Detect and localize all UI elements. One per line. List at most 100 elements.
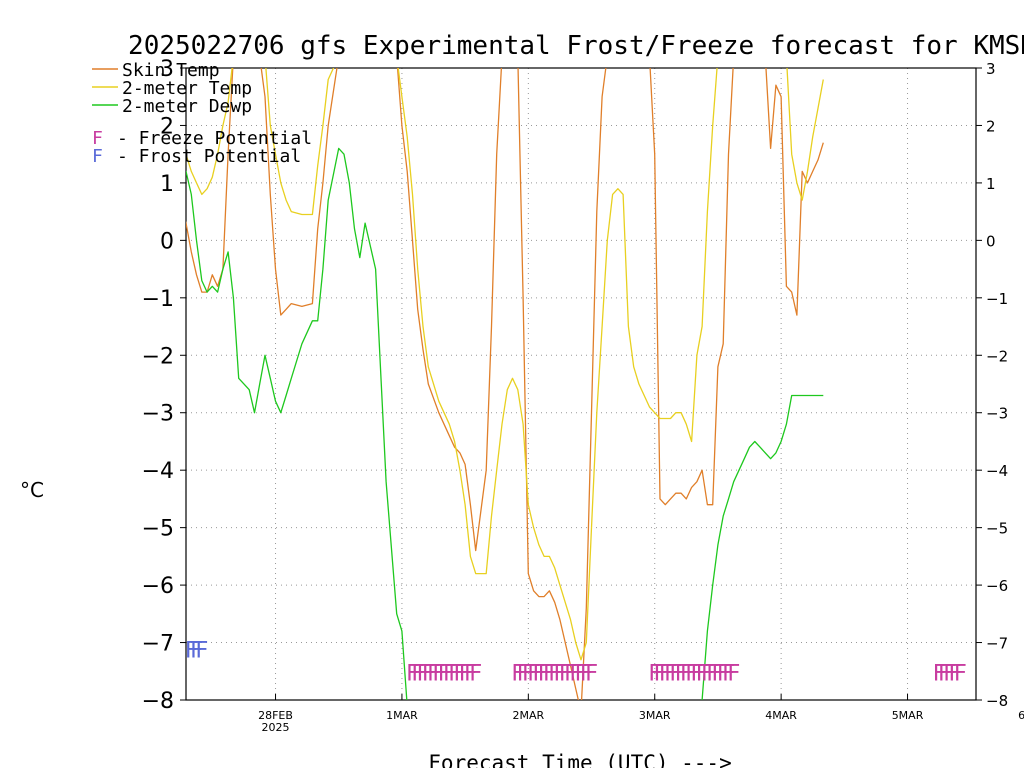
marker-f-4-3: F	[948, 661, 961, 686]
plot-frame	[185, 67, 977, 701]
marker-f-3-13: F	[717, 661, 730, 686]
y-tick-label-left-7: −1	[142, 287, 174, 312]
marker-f-3-6: F	[680, 661, 693, 686]
legend-frost-symbol: F	[92, 146, 103, 167]
marker-f-4-1: F	[938, 661, 951, 686]
marker-f-3-2: F	[659, 661, 672, 686]
marker-f-0-2: F	[195, 638, 208, 663]
marker-f-2-6: F	[543, 661, 556, 686]
marker-f-1-9: F	[453, 661, 466, 686]
y-tick-label-left-9: 1	[160, 172, 174, 197]
marker-f-2-5: F	[538, 661, 551, 686]
y-tick-label-right-9: 1	[986, 175, 996, 193]
y-tick-label-left-1: −7	[142, 632, 174, 657]
y-tick-label-right-6: −2	[986, 347, 1008, 365]
marker-f-3-10: F	[701, 661, 714, 686]
marker-f-1-4: F	[427, 661, 440, 686]
series-line-skin-temp	[186, 68, 824, 700]
marker-f-2-10: F	[564, 661, 577, 686]
y-tick-label-left-3: −5	[142, 517, 174, 542]
x-tick-label-5: 5MAR	[892, 709, 924, 722]
series-lines	[186, 68, 824, 700]
marker-f-1-7: F	[443, 661, 456, 686]
marker-f-3-3: F	[664, 661, 677, 686]
series-line-2-meter-temp	[186, 68, 824, 661]
marker-f-1-3: F	[422, 661, 435, 686]
x-tick-sublabel-0: 2025	[262, 721, 290, 734]
marker-f-1-8: F	[448, 661, 461, 686]
y-tick-label-right-8: 0	[986, 232, 996, 250]
marker-f-3-9: F	[696, 661, 709, 686]
x-axis-label: Forecast Time (UTC) --->	[428, 751, 731, 768]
marker-f-3-8: F	[690, 661, 703, 686]
marker-f-2-12: F	[574, 661, 587, 686]
y-axis-right: −8 −7 −6 −5 −4 −3 −2 −1 0 1 2 3	[976, 60, 1008, 710]
marker-f-2-14: F	[585, 661, 598, 686]
y-tick-label-right-11: 3	[986, 60, 996, 78]
marker-f-0-1: F	[190, 638, 203, 663]
y-tick-label-right-0: −8	[986, 692, 1008, 710]
y-axis-label: °C	[20, 478, 44, 502]
marker-f-2-9: F	[559, 661, 572, 686]
marker-f-1-11: F	[464, 661, 477, 686]
marker-f-1-1: F	[411, 661, 424, 686]
x-tick-label-6: 6MAR	[1018, 709, 1024, 722]
legend-frost-label: - Frost Potential	[117, 146, 301, 167]
legend-freeze-label: - Freeze Potential	[117, 128, 312, 149]
y-tick-label-right-7: −1	[986, 290, 1008, 308]
marker-f-3-1: F	[653, 661, 666, 686]
legend-label-2m-temp: 2-meter Temp	[122, 78, 252, 99]
y-tick-label-left-4: −4	[142, 459, 174, 484]
marker-f-4-0: F	[933, 661, 946, 686]
marker-f-3-14: F	[722, 661, 735, 686]
chart-title: 2025022706 gfs Experimental Frost/Freeze…	[128, 31, 1024, 61]
marker-f-2-2: F	[522, 661, 535, 686]
legend-label-skin-temp: Skin Temp	[122, 60, 220, 81]
x-tick-label-3: 3MAR	[639, 709, 671, 722]
marker-f-2-11: F	[569, 661, 582, 686]
y-tick-label-right-3: −5	[986, 520, 1008, 538]
x-tick-label-2: 2MAR	[512, 709, 544, 722]
y-tick-label-left-5: −3	[142, 402, 174, 427]
marker-f-3-5: F	[674, 661, 687, 686]
series-line-2-meter-dewp	[186, 147, 824, 700]
marker-f-3-0: F	[648, 661, 661, 686]
marker-f-4-4: F	[954, 661, 967, 686]
y-tick-label-right-5: −3	[986, 405, 1008, 423]
y-axis-left: −8 −7 −6 −5 −4 −3 −2 −1 0 1 2 3	[142, 57, 186, 714]
marker-f-3-12: F	[711, 661, 724, 686]
marker-f-1-10: F	[459, 661, 472, 686]
marker-f-1-2: F	[416, 661, 429, 686]
y-tick-label-left-6: −2	[142, 344, 174, 369]
legend-label-2m-dewp: 2-meter Dewp	[122, 96, 252, 117]
y-tick-label-right-4: −4	[986, 462, 1008, 480]
y-tick-label-left-10: 2	[160, 114, 174, 139]
y-tick-label-left-2: −6	[142, 574, 174, 599]
grid	[186, 68, 976, 700]
marker-f-2-3: F	[527, 661, 540, 686]
marker-f-2-13: F	[580, 661, 593, 686]
marker-f-2-0: F	[511, 661, 524, 686]
y-tick-label-right-1: −7	[986, 635, 1008, 653]
marker-f-0-0: F	[185, 638, 198, 663]
marker-f-1-5: F	[432, 661, 445, 686]
marker-f-2-1: F	[516, 661, 529, 686]
y-tick-label-left-11: 3	[160, 57, 174, 82]
marker-f-1-6: F	[437, 661, 450, 686]
marker-f-3-11: F	[706, 661, 719, 686]
x-tick-label-0: 28FEB	[258, 709, 293, 722]
marker-f-3-15: F	[727, 661, 740, 686]
legend: Skin Temp 2-meter Temp 2-meter Dewp F - …	[92, 60, 312, 167]
marker-f-1-0: F	[406, 661, 419, 686]
y-tick-label-left-8: 0	[160, 229, 174, 254]
y-tick-label-left-0: −8	[142, 689, 174, 714]
y-tick-label-right-10: 2	[986, 117, 996, 135]
marker-f-2-8: F	[553, 661, 566, 686]
x-tick-label-4: 4MAR	[765, 709, 797, 722]
y-tick-label-right-2: −6	[986, 577, 1008, 595]
marker-f-2-4: F	[532, 661, 545, 686]
marker-f-4-2: F	[943, 661, 956, 686]
